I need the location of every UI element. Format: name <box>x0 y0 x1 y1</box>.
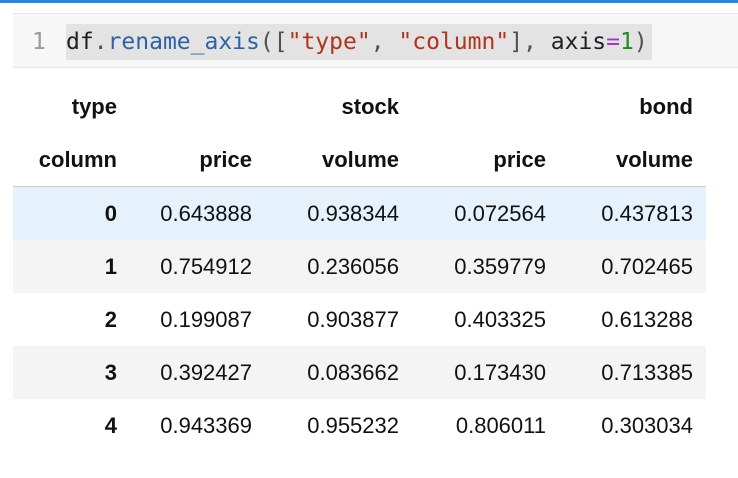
row-index: 1 <box>13 240 117 293</box>
code-token-bracket-open: [ <box>273 29 288 55</box>
table-cell: 0.903877 <box>307 306 399 332</box>
column-group-stock: stock <box>341 93 399 119</box>
code-token-bracket-close: ] <box>509 29 524 55</box>
row-index: 4 <box>104 412 117 438</box>
code-token-paren-open: ( <box>259 29 274 55</box>
code-token-string-column: "column" <box>398 29 510 55</box>
header-row-type: type stock bond <box>13 80 706 133</box>
table-cell: 0.806011 <box>455 412 546 438</box>
table-cell: 0.437813 <box>559 186 706 240</box>
active-cell-indicator <box>0 0 738 3</box>
dataframe-output: type stock bond column price volume pric… <box>13 80 706 452</box>
code-token-number: 1 <box>620 29 634 55</box>
column-header: price <box>117 133 265 187</box>
table-row: 2 0.199087 0.903877 0.403325 0.613288 <box>13 293 706 346</box>
table-cell: 0.613288 <box>601 306 693 332</box>
table-cell: 0.236056 <box>265 240 412 293</box>
column-index-name-type: type <box>71 93 117 119</box>
table-cell: 0.702465 <box>559 240 706 293</box>
table-row: 1 0.754912 0.236056 0.359779 0.702465 <box>13 240 706 293</box>
table-cell: 0.359779 <box>412 240 559 293</box>
code-token-dot: . <box>93 29 108 55</box>
row-index: 0 <box>13 186 117 240</box>
row-index: 3 <box>13 346 117 399</box>
code-token-method: rename_axis <box>107 29 260 55</box>
row-index: 2 <box>104 306 117 332</box>
table-row: 4 0.943369 0.955232 0.806011 0.303034 <box>13 399 706 452</box>
table-cell: 0.303034 <box>601 412 693 438</box>
table-row: 3 0.392427 0.083662 0.173430 0.713385 <box>13 346 706 399</box>
table-cell: 0.754912 <box>117 240 265 293</box>
column-header: volume <box>265 133 412 187</box>
table-row: 0 0.643888 0.938344 0.072564 0.437813 <box>13 186 706 240</box>
table-cell: 0.938344 <box>265 186 412 240</box>
column-header: volume <box>559 133 706 187</box>
code-token-object: df <box>66 29 94 55</box>
table-cell: 0.392427 <box>117 346 265 399</box>
code-token-paren-close: ) <box>633 29 648 55</box>
code-token-keyword-arg: axis <box>550 29 607 55</box>
column-index-name-column: column <box>13 133 117 187</box>
table-cell: 0.713385 <box>559 346 706 399</box>
header-row-column: column price volume price volume <box>13 133 706 187</box>
table-cell: 0.943369 <box>160 412 252 438</box>
column-header: price <box>412 133 559 187</box>
table-cell: 0.643888 <box>117 186 265 240</box>
table-cell: 0.072564 <box>412 186 559 240</box>
column-group-bond: bond <box>639 93 693 119</box>
code-token-comma: , <box>370 29 399 55</box>
code-line[interactable]: 1 df.rename_axis(["type", "column"], axi… <box>13 24 738 60</box>
code-token-string-type: "type" <box>287 29 371 55</box>
table-cell: 0.173430 <box>412 346 559 399</box>
table-cell: 0.403325 <box>454 306 546 332</box>
code-token-equals: = <box>606 29 620 55</box>
code-text[interactable]: df.rename_axis(["type", "column"], axis=… <box>66 24 652 60</box>
line-number: 1 <box>32 29 46 55</box>
code-cell[interactable]: 1 df.rename_axis(["type", "column"], axi… <box>13 13 738 68</box>
code-token-comma: , <box>523 29 551 55</box>
table-cell: 0.083662 <box>265 346 412 399</box>
table-cell: 0.199087 <box>160 306 252 332</box>
table-cell: 0.955232 <box>307 412 399 438</box>
